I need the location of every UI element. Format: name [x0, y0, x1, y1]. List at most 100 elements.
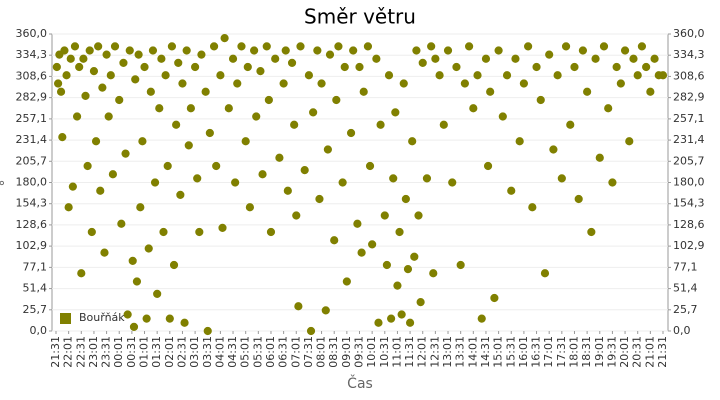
- point: [228, 54, 238, 63]
- point: [121, 149, 130, 158]
- y2-tick-label: 128,6: [673, 218, 705, 231]
- point: [483, 161, 493, 171]
- point: [439, 120, 448, 129]
- point: [100, 248, 109, 257]
- y2-tick-label: 154,3: [673, 197, 705, 210]
- y2-tick-label: 77,1: [673, 260, 698, 273]
- point: [128, 256, 137, 265]
- point: [184, 141, 193, 150]
- point: [159, 227, 168, 237]
- y2-tick-label: 308,6: [673, 69, 705, 82]
- point: [131, 75, 140, 84]
- point: [155, 104, 164, 113]
- point: [153, 289, 162, 298]
- point: [342, 277, 351, 286]
- point: [115, 95, 124, 105]
- x-tick-label: 23:01: [87, 336, 100, 368]
- point: [96, 186, 105, 195]
- point: [443, 46, 453, 55]
- y2-tick-label: 51,4: [673, 282, 698, 295]
- x-tick-label: 21:31: [49, 336, 62, 368]
- point: [395, 227, 404, 237]
- x-tick-label: 09:01: [340, 336, 353, 368]
- point: [150, 178, 160, 187]
- point: [294, 302, 303, 311]
- point: [203, 326, 212, 336]
- x-tick-label: 17:31: [555, 336, 568, 368]
- chart-title: Směr větru: [304, 5, 416, 29]
- point: [108, 170, 118, 179]
- point: [625, 137, 634, 146]
- y2-tick-label: 231,4: [673, 133, 705, 146]
- y-tick-label: 180,0: [16, 176, 48, 189]
- x-tick-label: 16:01: [517, 336, 530, 368]
- point: [231, 178, 240, 187]
- point: [218, 223, 227, 232]
- x-tick-label: 20:31: [631, 336, 644, 368]
- x-tick-label: 06:01: [264, 336, 277, 368]
- x-tick-label: 04:31: [226, 336, 239, 368]
- point: [167, 42, 177, 51]
- point: [515, 137, 524, 146]
- y-tick-label: 334,3: [16, 48, 48, 61]
- point: [279, 79, 288, 88]
- point: [528, 203, 537, 212]
- point: [163, 161, 172, 171]
- point: [54, 79, 63, 88]
- x-tick-label: 04:01: [213, 336, 226, 368]
- point: [498, 112, 507, 121]
- y2-tick-label: 205,7: [673, 154, 705, 167]
- x-tick-label: 07:01: [289, 336, 302, 368]
- point: [469, 104, 478, 113]
- point: [72, 112, 82, 121]
- point: [583, 87, 592, 96]
- point: [142, 314, 151, 323]
- point: [89, 67, 99, 76]
- point: [129, 322, 139, 331]
- point: [616, 79, 625, 88]
- point: [58, 133, 67, 142]
- point: [104, 112, 113, 121]
- y2-tick-label: 0,0: [673, 324, 691, 337]
- y2-tick-label: 257,1: [673, 112, 705, 125]
- point: [473, 71, 482, 80]
- point: [117, 219, 126, 228]
- y2-tick-label: 25,7: [673, 303, 698, 316]
- point: [389, 174, 398, 183]
- point: [414, 211, 423, 220]
- point: [209, 42, 219, 51]
- point: [64, 203, 73, 212]
- x-tick-label: 22:31: [74, 336, 87, 368]
- point: [256, 67, 265, 76]
- point: [306, 326, 316, 336]
- point: [323, 145, 332, 154]
- point: [283, 186, 292, 195]
- point: [186, 104, 195, 113]
- point: [252, 112, 261, 121]
- point: [502, 71, 512, 80]
- point: [448, 178, 457, 187]
- point: [599, 42, 609, 51]
- point: [275, 153, 284, 162]
- point: [578, 46, 588, 55]
- x-tick-label: 02:31: [175, 336, 188, 368]
- x-tick-label: 18:01: [567, 336, 580, 368]
- x-tick-label: 11:01: [390, 336, 403, 368]
- point: [380, 211, 389, 220]
- y-tick-label: 102,9: [16, 239, 48, 252]
- point: [494, 46, 503, 55]
- y2-tick-label: 282,9: [673, 91, 705, 104]
- point: [363, 42, 373, 51]
- point: [85, 46, 94, 55]
- point: [587, 227, 596, 237]
- point: [346, 128, 356, 138]
- legend-swatch: [60, 313, 71, 324]
- point: [532, 62, 541, 72]
- point: [403, 265, 413, 274]
- point: [549, 145, 558, 154]
- x-tick-label: 01:01: [138, 336, 151, 368]
- point: [132, 277, 142, 286]
- y-tick-label: 360,0: [16, 27, 48, 40]
- point: [566, 120, 575, 129]
- point: [281, 46, 290, 55]
